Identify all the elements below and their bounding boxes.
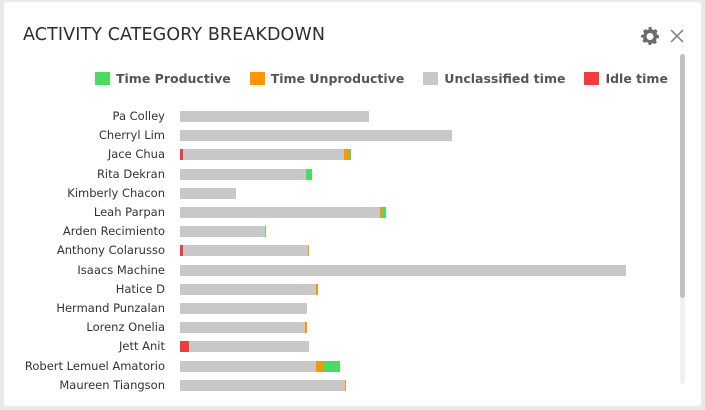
chart-row: Hermand Punzalan: [4, 299, 674, 318]
stacked-bar[interactable]: [180, 379, 346, 391]
bar-segment-unclassified[interactable]: [180, 226, 266, 238]
bar-segment-idle[interactable]: [180, 149, 183, 161]
bar-segment-unclassified[interactable]: [180, 111, 370, 122]
category-label: Hermand Punzalan: [56, 301, 165, 315]
category-label: Isaacs Machine: [77, 262, 165, 277]
stacked-bar[interactable]: [180, 130, 453, 142]
bar-segment-unproductive[interactable]: [315, 360, 323, 372]
legend-swatch: [423, 71, 439, 85]
bar-segment-unclassified[interactable]: [180, 303, 308, 314]
bar-segment-unproductive[interactable]: [344, 379, 346, 391]
bar-segment-unclassified[interactable]: [180, 168, 307, 180]
bar-segment-productive[interactable]: [306, 168, 312, 180]
chart-row: Maureen Tiangson: [4, 376, 674, 395]
legend-item-unproductive[interactable]: Time Unproductive: [249, 70, 405, 86]
bar-segment-unclassified[interactable]: [180, 360, 316, 372]
stacked-bar[interactable]: [180, 187, 237, 199]
category-label: Jett Anit: [119, 339, 165, 354]
chart-legend: Time Productive Time Unproductive Unclassi…: [95, 69, 687, 87]
stacked-bar[interactable]: [180, 245, 310, 257]
legend-label: Time Unproductive: [270, 70, 405, 86]
activity-category-breakdown-widget: ACTIVITY CATEGORY BREAKDOWN Time Product…: [4, 2, 701, 406]
stacked-bar[interactable]: [180, 283, 318, 295]
stacked-bar[interactable]: [180, 360, 340, 372]
bar-segment-unproductive[interactable]: [316, 283, 318, 295]
category-label: Hatice D: [115, 281, 165, 296]
bar-segment-idle[interactable]: [180, 245, 183, 257]
stacked-bar[interactable]: [180, 341, 309, 353]
bar-segment-unclassified[interactable]: [180, 283, 317, 295]
legend-swatch: [249, 71, 265, 85]
bar-segment-productive[interactable]: [322, 360, 340, 372]
stacked-bar[interactable]: [180, 226, 267, 238]
bar-chart: Pa Colley Cherryl Lim Jace Chua Rita Dekran…: [4, 102, 674, 406]
chart-row: Jett Anit: [4, 337, 674, 356]
chart-row: Anthony Colarusso: [4, 241, 674, 260]
stacked-bar[interactable]: [180, 303, 308, 314]
bar-segment-unproductive[interactable]: [304, 322, 307, 334]
chart-row: Arden Recimiento: [4, 222, 674, 241]
legend-swatch: [584, 71, 600, 85]
bar-segment-unclassified[interactable]: [180, 207, 380, 218]
bar-segment-unclassified[interactable]: [180, 264, 626, 276]
legend-item-productive[interactable]: Time Productive: [95, 71, 231, 86]
legend-swatch: [95, 71, 110, 85]
legend-label: Unclassified time: [444, 70, 566, 86]
legend-item-unclassified[interactable]: Unclassified time: [423, 71, 565, 86]
stacked-bar[interactable]: [180, 207, 386, 218]
bar-segment-productive[interactable]: [349, 149, 352, 161]
legend-label: Idle time: [605, 70, 668, 86]
category-label: Kimberly Chacon: [67, 185, 165, 200]
chart-row: Jace Chua: [4, 145, 674, 164]
chart-row: Rita Dekran: [4, 165, 674, 184]
bar-segment-unclassified[interactable]: [188, 341, 309, 353]
stacked-bar[interactable]: [180, 149, 352, 161]
bar-segment-unclassified[interactable]: [180, 379, 345, 391]
category-label: Pa Colley: [112, 109, 165, 123]
bar-segment-unclassified[interactable]: [180, 130, 453, 142]
bar-segment-unproductive[interactable]: [307, 245, 310, 257]
category-label: Rita Dekran: [96, 166, 165, 181]
bar-segment-productive[interactable]: [265, 226, 267, 238]
stacked-bar[interactable]: [180, 111, 370, 122]
chart-row: Pa Colley: [4, 107, 674, 126]
category-label: Robert Lemuel Amatorio: [24, 358, 165, 373]
stacked-bar[interactable]: [180, 264, 626, 276]
legend-item-idle[interactable]: Idle time: [584, 70, 668, 86]
category-label: Cherryl Lim: [98, 128, 165, 143]
bar-segment-unproductive[interactable]: [379, 207, 382, 218]
category-label: Leah Parpan: [93, 205, 165, 219]
scrollbar-thumb[interactable]: [680, 54, 685, 298]
chart-row: Kimberly Chacon: [4, 184, 674, 203]
bar-segment-unclassified[interactable]: [182, 149, 344, 161]
bar-segment-idle[interactable]: [180, 341, 189, 353]
category-label: Jace Chua: [107, 147, 165, 162]
stacked-bar[interactable]: [180, 168, 312, 180]
category-label: Anthony Colarusso: [56, 243, 165, 258]
gear-icon[interactable]: [640, 26, 660, 46]
chart-row: Isaacs Machine: [4, 261, 674, 280]
category-label: Arden Recimiento: [62, 224, 165, 239]
bar-segment-unproductive[interactable]: [343, 149, 350, 161]
bar-segment-unclassified[interactable]: [182, 245, 308, 257]
bar-segment-unclassified[interactable]: [180, 322, 305, 334]
chart-row: Hatice D: [4, 280, 674, 299]
category-label: Lorenz Onelia: [86, 320, 165, 335]
stacked-bar[interactable]: [180, 322, 307, 334]
chart-row: Robert Lemuel Amatorio: [4, 357, 674, 376]
chart-row: Cherryl Lim: [4, 126, 674, 145]
widget-title: ACTIVITY CATEGORY BREAKDOWN: [23, 25, 326, 45]
legend-label: Time Productive: [116, 70, 231, 86]
chart-row: Leah Parpan: [4, 203, 674, 222]
bar-segment-productive[interactable]: [381, 207, 386, 218]
chart-row: Lorenz Onelia: [4, 318, 674, 337]
category-label: Maureen Tiangson: [59, 377, 165, 392]
bar-segment-unclassified[interactable]: [180, 187, 237, 199]
close-icon[interactable]: [668, 26, 686, 46]
